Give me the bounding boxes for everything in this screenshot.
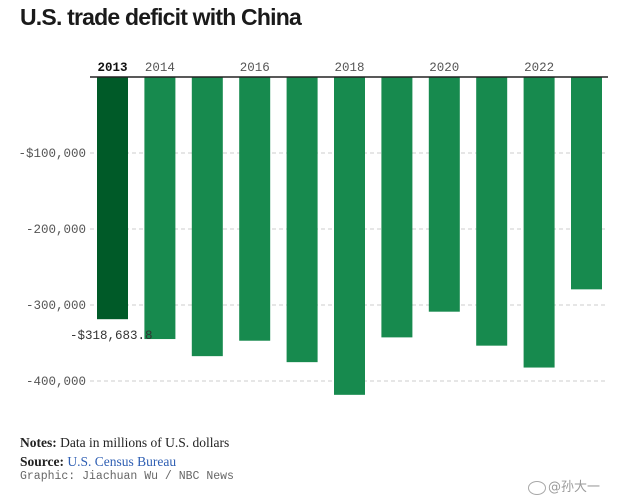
bar-2017: [286, 77, 318, 363]
x-tick-label: 2016: [240, 61, 270, 75]
y-tick-label: -300,000: [26, 299, 86, 313]
graphic-credit: Graphic: Jiachuan Wu / NBC News: [20, 470, 234, 483]
bar-2015: [191, 77, 223, 357]
bar-2018: [334, 77, 365, 395]
weibo-icon: [528, 480, 546, 495]
bar-2014: [144, 77, 176, 340]
bar-2016: [239, 77, 271, 341]
x-tick-label: 2014: [145, 61, 175, 75]
bar-2023: [571, 77, 602, 290]
bar-2022: [523, 77, 555, 368]
source-line: Source: U.S. Census Bureau: [20, 452, 229, 471]
bar-2020: [428, 77, 460, 312]
x-tick-label: 2022: [524, 61, 554, 75]
bar-chart: -$100,000 -200,000 -300,000 -400,000 2013 201…: [18, 61, 608, 395]
chart-title: U.S. trade deficit with China: [20, 4, 302, 30]
watermark: @孙大一: [528, 476, 600, 495]
notes-block: Notes: Data in millions of U.S. dollars …: [20, 433, 229, 471]
x-tick-label: 2013: [97, 61, 127, 75]
notes-label: Notes:: [20, 435, 57, 450]
notes-line: Notes: Data in millions of U.S. dollars: [20, 433, 229, 452]
y-tick-label: -200,000: [26, 223, 86, 237]
labels: -$100,000 -200,000 -300,000 -400,000 2013 201…: [18, 61, 608, 389]
watermark-text: @孙大一: [548, 480, 601, 495]
bar-2021: [476, 77, 508, 346]
bar-2013: [97, 77, 128, 320]
x-tick-label: 2020: [429, 61, 459, 75]
bars: [97, 77, 602, 395]
notes-text: Data in millions of U.S. dollars: [56, 435, 230, 450]
bar-2019: [381, 77, 413, 338]
source-link[interactable]: U.S. Census Bureau: [67, 454, 177, 469]
y-tick-label: -400,000: [26, 375, 86, 389]
highlight-value-label: -$318,683.8: [70, 329, 153, 343]
y-tick-label: -$100,000: [18, 147, 86, 161]
source-label: Source:: [20, 454, 64, 469]
x-tick-label: 2018: [334, 61, 364, 75]
